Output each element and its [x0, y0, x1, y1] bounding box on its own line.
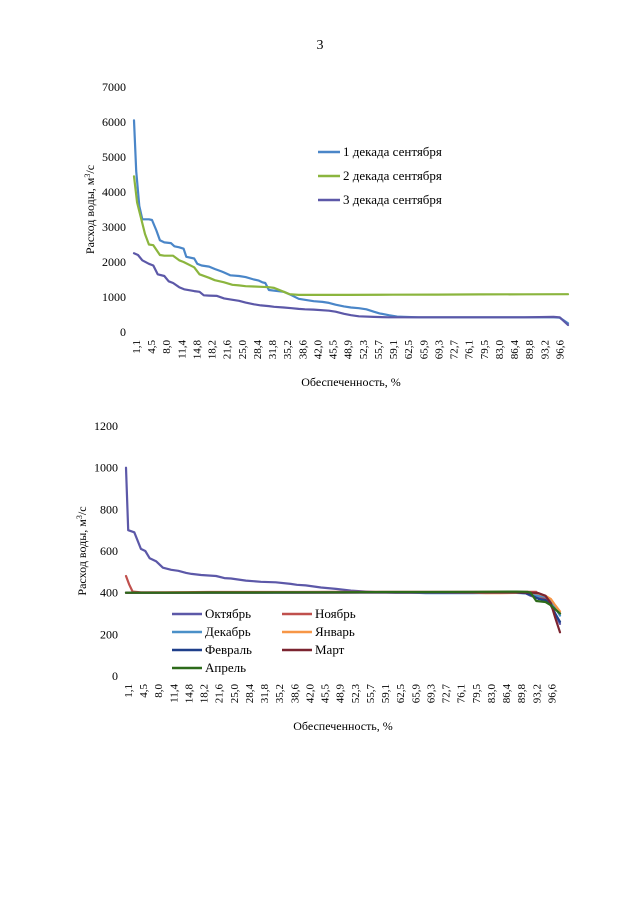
x-tick-label: 72,7: [449, 340, 461, 360]
x-tick-label: 14,8: [183, 684, 195, 704]
x-tick-label: 62,5: [395, 684, 407, 704]
x-tick-label: 25,0: [237, 340, 249, 360]
x-tick-label: 11,4: [176, 340, 188, 359]
x-tick-label: 48,9: [343, 340, 355, 360]
x-tick-label: 21,6: [222, 340, 234, 360]
series-line-3: [132, 252, 570, 327]
x-tick-label: 14,8: [191, 340, 203, 360]
legend-entry: Январь: [315, 624, 355, 639]
y-tick-label: 2000: [102, 255, 126, 269]
legend-entry: Апрель: [205, 660, 246, 675]
x-tick-label: 18,2: [199, 684, 211, 703]
x-tick-label: 4,5: [146, 340, 158, 354]
x-tick-label: 83,0: [486, 684, 498, 704]
x-tick-label: 45,5: [328, 340, 340, 360]
x-tick-label: 55,7: [365, 684, 377, 704]
x-axis-label: Обеспеченность, %: [301, 375, 401, 389]
x-tick-label: 31,8: [259, 684, 271, 704]
y-tick-label: 6000: [102, 115, 126, 129]
x-tick-label: 96,6: [546, 684, 558, 704]
y-tick-label: 800: [100, 502, 118, 516]
x-tick-label: 62,5: [403, 340, 415, 360]
y-tick-label: 1000: [94, 461, 118, 475]
y-axis-label: Расход воды, м3/с: [75, 506, 89, 595]
x-tick-label: 28,4: [252, 340, 264, 360]
x-tick-label: 28,4: [244, 684, 256, 704]
x-tick-label: 79,5: [471, 684, 483, 704]
x-tick-label: 42,0: [312, 340, 324, 360]
x-tick-label: 31,8: [267, 340, 279, 360]
x-tick-label: 48,9: [335, 684, 347, 704]
y-tick-label: 400: [100, 586, 118, 600]
legend-entry: 2 декада сентября: [343, 168, 442, 183]
x-tick-label: 1,1: [131, 340, 143, 354]
page-number: 3: [316, 38, 324, 53]
x-tick-label: 86,4: [501, 684, 513, 704]
x-tick-label: 79,5: [479, 340, 491, 360]
x-tick-label: 93,2: [539, 340, 551, 359]
x-tick-label: 59,1: [380, 684, 392, 703]
x-tick-label: 1,1: [123, 684, 135, 698]
y-tick-label: 600: [100, 544, 118, 558]
legend-entry: Февраль: [205, 642, 252, 657]
x-tick-label: 86,4: [509, 340, 521, 360]
legend-entry: Декабрь: [205, 624, 251, 639]
x-tick-label: 96,6: [554, 340, 566, 360]
x-tick-label: 35,2: [274, 684, 286, 703]
x-tick-label: 8,0: [153, 684, 165, 698]
legend-entry: Март: [315, 642, 345, 657]
x-tick-label: 83,0: [494, 340, 506, 360]
x-tick-label: 52,3: [350, 684, 362, 704]
x-tick-label: 72,7: [441, 684, 453, 704]
x-tick-label: 35,2: [282, 340, 294, 359]
x-tick-label: 89,8: [524, 340, 536, 360]
x-tick-label: 25,0: [229, 684, 241, 704]
x-tick-label: 11,4: [168, 684, 180, 703]
y-tick-label: 0: [120, 325, 126, 339]
x-tick-label: 59,1: [388, 340, 400, 359]
y-axis-label: Расход воды, м3/с: [83, 165, 97, 254]
chart-monthly-discharge: 0 200 400 600 800 1000 1200 1,1 4,5 8,0 11,4 14,8 18…: [75, 419, 562, 733]
x-tick-label: 55,7: [373, 340, 385, 360]
series-line-7: [124, 590, 562, 615]
legend-entry: Октябрь: [205, 606, 251, 621]
x-tick-label: 4,5: [138, 684, 150, 698]
y-tick-label: 1000: [102, 290, 126, 304]
y-tick-label: 5000: [102, 150, 126, 164]
series-line-1: [124, 466, 562, 625]
x-axis-label: Обеспеченность, %: [293, 719, 393, 733]
x-tick-label: 65,9: [418, 340, 430, 360]
x-tick-label: 42,0: [304, 684, 316, 704]
legend-entry: 3 декада сентября: [343, 192, 442, 207]
legend-entry: Ноябрь: [315, 606, 356, 621]
y-tick-label: 1200: [94, 419, 118, 433]
y-tick-label: 0: [112, 669, 118, 683]
x-tick-label: 8,0: [161, 340, 173, 354]
chart-september-decades: 0 1000 2000 3000 4000 5000 6000 7000 1,1 4,5 8,0 11…: [83, 80, 570, 389]
x-tick-label: 65,9: [410, 684, 422, 704]
y-tick-label: 3000: [102, 220, 126, 234]
x-tick-label: 69,3: [425, 684, 437, 704]
legend-entry: 1 декада сентября: [343, 144, 442, 159]
series-line-2: [132, 175, 570, 296]
x-tick-label: 93,2: [531, 684, 543, 703]
x-tick-label: 76,1: [456, 684, 468, 703]
x-tick-label: 38,6: [297, 340, 309, 360]
y-tick-label: 7000: [102, 80, 126, 94]
x-tick-label: 38,6: [289, 684, 301, 704]
x-tick-label: 21,6: [214, 684, 226, 704]
x-tick-label: 69,3: [433, 340, 445, 360]
x-tick-label: 45,5: [320, 684, 332, 704]
y-tick-label: 200: [100, 627, 118, 641]
x-tick-label: 18,2: [207, 340, 219, 359]
x-tick-label: 89,8: [516, 684, 528, 704]
y-tick-label: 4000: [102, 185, 126, 199]
x-tick-label: 52,3: [358, 340, 370, 360]
x-tick-label: 76,1: [464, 340, 476, 359]
